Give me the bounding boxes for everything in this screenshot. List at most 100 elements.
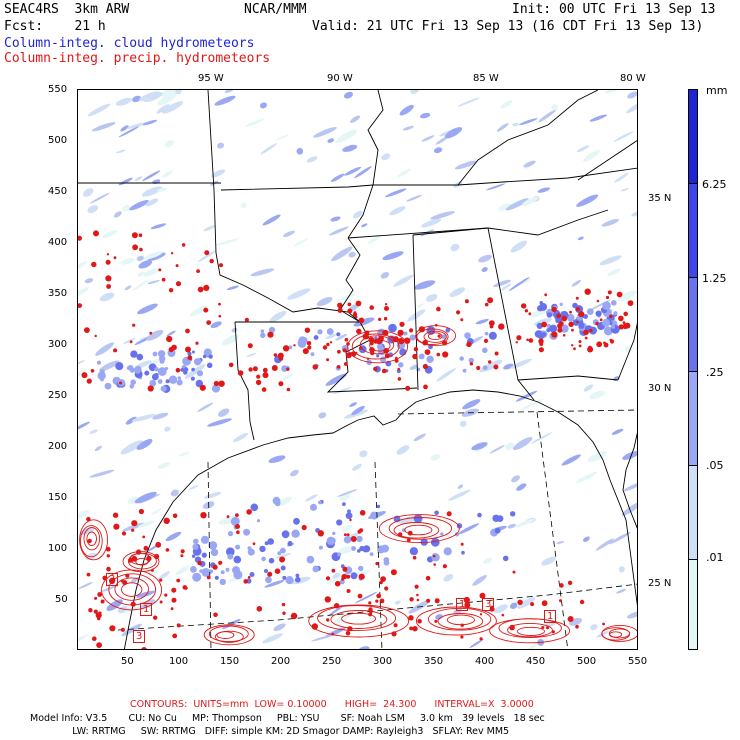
cloud-patch bbox=[136, 255, 144, 262]
border-line bbox=[577, 140, 637, 181]
x-tick: 400 bbox=[475, 656, 495, 667]
cloud-patch bbox=[482, 557, 493, 564]
precip-contour bbox=[330, 610, 388, 629]
cloud-patch bbox=[589, 390, 606, 400]
cloud-cell bbox=[293, 517, 300, 525]
cloud-patch bbox=[210, 169, 226, 178]
cloud-patch bbox=[166, 330, 176, 337]
cloud-patch bbox=[604, 90, 617, 94]
precip-cell bbox=[132, 323, 136, 327]
cloud-patch bbox=[122, 205, 131, 212]
lon-label-90w: 90 W bbox=[327, 73, 353, 84]
precip-cell bbox=[271, 365, 278, 371]
precip-cell bbox=[539, 342, 544, 346]
precip-cell bbox=[376, 593, 382, 599]
precip-cell bbox=[408, 615, 414, 621]
precip-cell bbox=[434, 619, 438, 623]
cloud-patch bbox=[142, 119, 158, 126]
cloud-patch bbox=[529, 309, 546, 318]
precip-cell bbox=[203, 307, 209, 313]
precip-cell bbox=[413, 347, 419, 352]
precip-cell bbox=[129, 340, 133, 344]
precip-contour bbox=[609, 631, 623, 638]
contour-label: 3 bbox=[133, 630, 146, 643]
cloud-cell bbox=[192, 572, 202, 582]
precip-cell bbox=[92, 636, 97, 641]
precip-cell bbox=[247, 576, 251, 579]
cloud-hydrometeor-shading bbox=[78, 90, 637, 649]
precip-cell bbox=[171, 597, 177, 603]
cloud-cell bbox=[157, 379, 163, 384]
cloud-patch bbox=[125, 416, 137, 425]
cloud-patch bbox=[623, 482, 637, 492]
cloud-patch bbox=[443, 573, 454, 582]
precip-cell bbox=[158, 268, 162, 272]
precip-cell bbox=[488, 360, 492, 364]
cloud-patch bbox=[561, 454, 581, 466]
cloud-patch bbox=[631, 210, 637, 217]
precip-cell bbox=[165, 548, 170, 552]
cloud-patch bbox=[260, 143, 277, 155]
precip-cell bbox=[409, 328, 414, 333]
border-line bbox=[457, 90, 599, 186]
x-tick: 300 bbox=[373, 656, 393, 667]
cloud-cell bbox=[160, 385, 167, 392]
cloud-patch bbox=[318, 412, 327, 419]
cloud-patch bbox=[316, 297, 333, 307]
precip-cell bbox=[618, 324, 624, 330]
precip-cell bbox=[246, 509, 252, 515]
precip-contour bbox=[507, 622, 553, 638]
precip-contour bbox=[351, 333, 400, 360]
x-tick: 550 bbox=[628, 656, 648, 667]
precip-cell bbox=[569, 310, 572, 314]
cloud-patch bbox=[231, 327, 238, 333]
precip-cell bbox=[384, 306, 389, 311]
precip-cell bbox=[368, 336, 375, 343]
cloud-patch bbox=[118, 177, 133, 186]
cloud-patch bbox=[87, 205, 99, 214]
cloud-cell bbox=[388, 323, 397, 333]
precip-cell bbox=[512, 570, 516, 574]
cloud-cell bbox=[326, 328, 334, 335]
precip-cell bbox=[278, 381, 284, 387]
precip-cell bbox=[358, 317, 365, 324]
cloud-cell bbox=[272, 496, 281, 505]
cloud-patch bbox=[583, 536, 590, 542]
precip-contour bbox=[79, 519, 109, 561]
precip-cell bbox=[175, 367, 181, 373]
precip-contour bbox=[416, 328, 449, 345]
contour-label: 1 bbox=[140, 603, 153, 616]
x-tick: 150 bbox=[220, 656, 240, 667]
cloud-patch bbox=[475, 318, 489, 325]
precip-cell bbox=[488, 320, 495, 326]
precip-cell bbox=[399, 321, 405, 327]
precip-cell bbox=[568, 321, 574, 327]
cloud-patch bbox=[197, 402, 214, 412]
cloud-patch bbox=[330, 216, 341, 222]
cloud-cell bbox=[357, 549, 361, 553]
cloud-patch bbox=[514, 519, 535, 528]
precip-cell bbox=[252, 366, 258, 372]
cloud-patch bbox=[325, 334, 337, 339]
cloud-cell bbox=[602, 318, 611, 327]
precip-cell bbox=[228, 362, 234, 368]
cloud-cell bbox=[611, 300, 617, 306]
precip-cell bbox=[279, 556, 286, 563]
precip-cell bbox=[290, 612, 298, 620]
precip-cell bbox=[97, 616, 101, 621]
cloud-patch bbox=[435, 136, 449, 145]
precip-cell bbox=[392, 336, 399, 343]
precip-cell bbox=[345, 630, 351, 636]
cloud-patch bbox=[152, 412, 169, 420]
cloud-patch bbox=[412, 585, 423, 592]
cloud-patch bbox=[430, 454, 440, 461]
cloud-patch bbox=[102, 230, 118, 238]
cloud-patch bbox=[139, 336, 145, 340]
precip-cell bbox=[483, 338, 489, 343]
precip-cell bbox=[86, 378, 92, 384]
precip-cell bbox=[304, 327, 311, 333]
cloud-patch bbox=[457, 484, 464, 489]
precip-cell bbox=[501, 613, 505, 617]
cloud-cell bbox=[264, 569, 268, 573]
precip-cell bbox=[212, 564, 218, 570]
